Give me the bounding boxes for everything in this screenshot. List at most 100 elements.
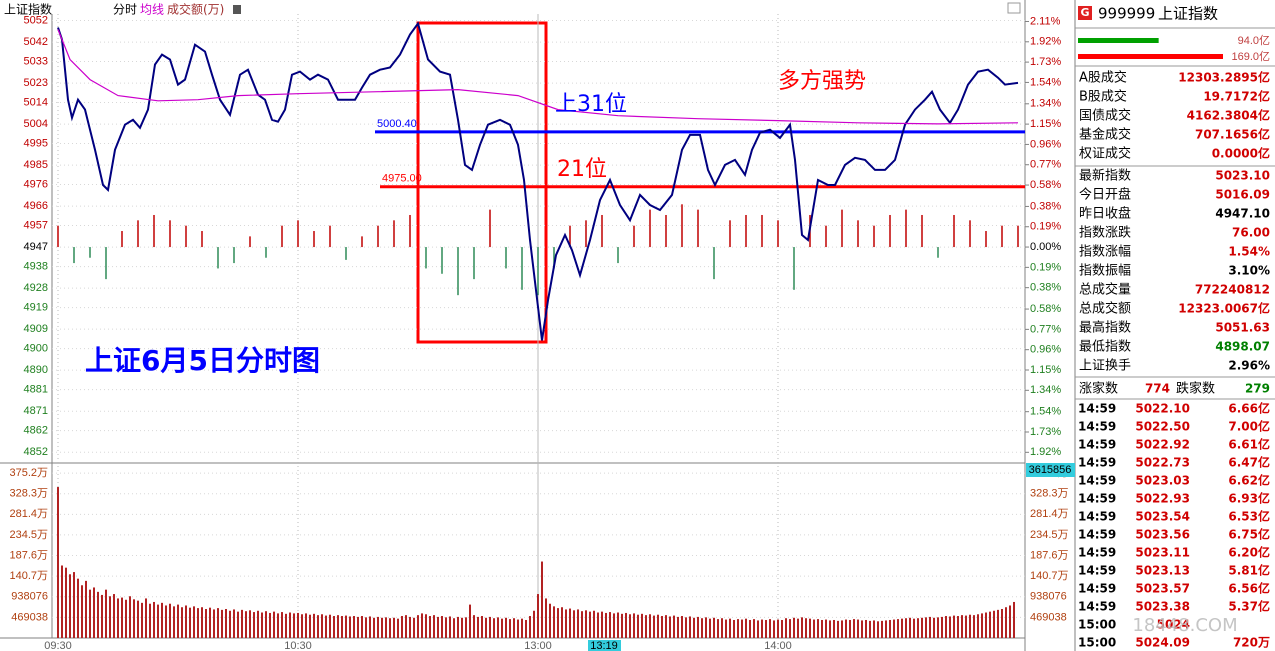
volume-bar	[913, 618, 915, 638]
volume-bar	[249, 610, 251, 638]
volume-bar	[81, 585, 83, 638]
row-label: 昨日收盘	[1079, 206, 1131, 222]
tick-price: 5022.50	[1135, 420, 1190, 434]
volume-bar	[473, 615, 475, 638]
volume-bar	[757, 620, 759, 638]
volume-bar	[269, 612, 271, 638]
volume-bar	[281, 612, 283, 638]
volume-bar	[77, 578, 79, 638]
volume-bar	[749, 619, 751, 638]
y2-tick-label: 0.96%	[1030, 344, 1061, 356]
volume-bar	[433, 615, 435, 638]
row-value: 5016.09	[1215, 188, 1270, 202]
cursor-time-box	[588, 640, 621, 651]
volume-bar	[873, 620, 875, 638]
volume-bar	[461, 617, 463, 638]
row-label: 最低指数	[1079, 340, 1131, 355]
toolbar-item[interactable]: 均线	[140, 3, 164, 17]
volume-bar	[793, 617, 795, 638]
volume-bar	[717, 619, 719, 638]
volume-bar	[641, 613, 643, 638]
tick-time: 14:59	[1078, 510, 1116, 524]
y-tick-label: 4909	[24, 323, 48, 335]
volume-bar	[193, 606, 195, 638]
y2-tick-label: 1.54%	[1030, 76, 1061, 88]
row-label: 今日开盘	[1079, 187, 1131, 203]
volume-bar	[305, 613, 307, 638]
volume-bar	[353, 616, 355, 638]
volume-bar	[157, 604, 159, 638]
volume-bar	[173, 606, 175, 638]
volume-bar	[765, 619, 767, 638]
toolbar-item[interactable]: 分时	[113, 3, 137, 17]
volume-bar	[105, 589, 107, 638]
volume-bar	[205, 608, 207, 638]
volume-bar	[101, 594, 103, 638]
volume-bar	[761, 619, 763, 638]
flow-label: 169.0亿	[1231, 50, 1270, 63]
tick-time: 14:59	[1078, 582, 1116, 596]
y2-tick-label: 0.77%	[1030, 159, 1061, 171]
volume-bar	[869, 620, 871, 638]
y-tick-label: 4947	[24, 241, 48, 253]
volume-bar	[933, 617, 935, 638]
volume-bar	[969, 614, 971, 638]
row-value: 76.00	[1232, 226, 1270, 240]
tick-price: 5023.56	[1135, 528, 1190, 542]
y2-tick-label: 0.96%	[1030, 138, 1061, 150]
tick-price: 5022.93	[1135, 492, 1190, 506]
x-tick-label: 14:00	[764, 640, 792, 651]
volume-bar	[729, 618, 731, 638]
volume-bar	[817, 619, 819, 638]
volume-bar	[329, 614, 331, 638]
volume-bar	[489, 616, 491, 638]
y-tick-label: 4862	[24, 425, 48, 437]
row-value: 12323.0067亿	[1178, 301, 1270, 316]
row-label: 指数涨跌	[1079, 225, 1131, 241]
annotation: 上证6月5日分时图	[85, 344, 320, 377]
y-tick-label: 4881	[24, 384, 48, 396]
x-tick-label: 09:30	[44, 640, 72, 651]
volume-bar	[209, 607, 211, 638]
row-label: 总成交量	[1079, 282, 1131, 298]
volume-bar	[561, 607, 563, 638]
toolbar-title: 上证指数	[4, 2, 52, 17]
volume-bar	[185, 605, 187, 638]
volume-bar	[497, 617, 499, 638]
row-label: 基金成交	[1079, 127, 1131, 143]
volume-bar	[629, 614, 631, 638]
volume-bar	[833, 619, 835, 638]
tick-time: 14:59	[1078, 456, 1116, 470]
tick-price: 5023.11	[1135, 546, 1190, 560]
volume-bar	[849, 619, 851, 638]
volume-bar	[897, 619, 899, 638]
window-button[interactable]	[1007, 2, 1021, 14]
volume-bar	[661, 616, 663, 638]
volume-bar	[297, 612, 299, 638]
volume-bar	[693, 617, 695, 638]
volume-bar	[133, 599, 135, 638]
volume-bar	[533, 610, 535, 638]
volume-bar	[169, 603, 171, 638]
row-label: 指数涨幅	[1079, 245, 1131, 260]
volume-bar	[509, 619, 511, 638]
y2-tick-label: 0.58%	[1030, 179, 1061, 191]
y2-tick-label: 1.92%	[1030, 446, 1061, 458]
toolbar-item[interactable]: 成交额(万)	[167, 2, 224, 17]
y-tick-label: 4995	[24, 137, 48, 149]
volume-bar	[409, 616, 411, 638]
y-tick-label: 281.4万	[9, 508, 48, 520]
volume-bar	[821, 619, 823, 638]
toolbar-icon[interactable]	[233, 5, 241, 14]
row-label: 权证成交	[1079, 146, 1131, 162]
volume-bar	[613, 613, 615, 638]
volume-bar	[745, 618, 747, 638]
volume-bar	[389, 618, 391, 638]
row-value: 5051.63	[1215, 321, 1270, 335]
cursor-value-box	[1026, 463, 1075, 477]
breadth-item: 跌家数	[1176, 381, 1215, 397]
y-tick-label: 5004	[24, 118, 48, 130]
volume-bar	[441, 616, 443, 638]
volume-bar	[285, 613, 287, 638]
volume-bar	[85, 580, 87, 638]
